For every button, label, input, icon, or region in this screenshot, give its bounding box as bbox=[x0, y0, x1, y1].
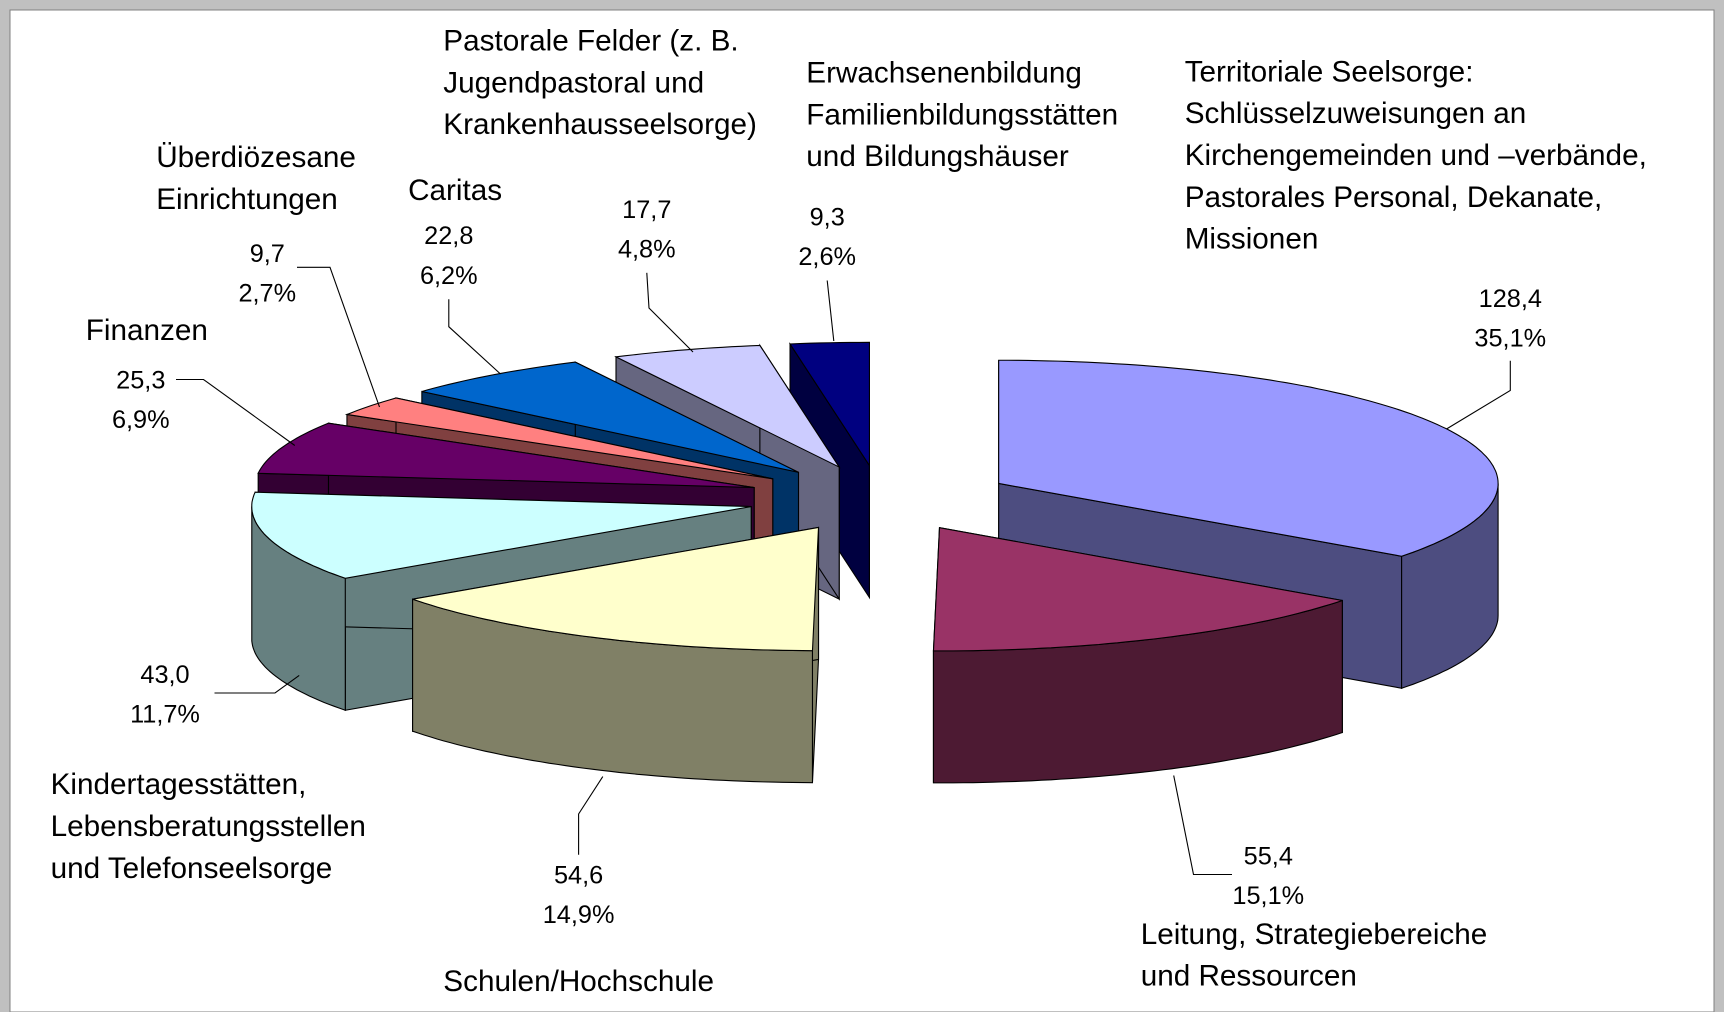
value-label: 25,3 bbox=[116, 366, 165, 394]
category-label: Überdiözesane Einrichtungen bbox=[156, 141, 356, 216]
slice-top bbox=[257, 422, 755, 489]
category-label: Territoriale Seelsorge: Schlüsselzuweisun… bbox=[1185, 55, 1647, 255]
slice-top bbox=[998, 359, 1499, 557]
slice-top bbox=[251, 491, 752, 579]
slice-top bbox=[789, 341, 870, 468]
label-line: Missionen bbox=[1185, 223, 1319, 256]
category-label: Pastorale Felder (z. B. Jugendpastoral un… bbox=[443, 25, 757, 142]
label-line: und Telefonseelsorge bbox=[51, 852, 333, 885]
percent-label: 35,1% bbox=[1474, 325, 1546, 353]
slice-top bbox=[344, 397, 773, 480]
leader-line bbox=[826, 280, 835, 342]
leader-line bbox=[176, 378, 296, 446]
label-line: Territoriale Seelsorge: bbox=[1185, 55, 1474, 88]
label-line: Krankenhausseelsorge) bbox=[443, 108, 757, 141]
percent-label: 6,2% bbox=[420, 262, 478, 290]
value-label: 54,6 bbox=[554, 861, 603, 889]
category-label: Schulen/Hochschule bbox=[443, 965, 714, 998]
slice bbox=[932, 527, 1343, 784]
slice bbox=[412, 526, 820, 784]
value-label: 22,8 bbox=[424, 222, 473, 250]
label-line: Kirchengemeinden und –verbände, bbox=[1185, 139, 1647, 172]
leader-line bbox=[448, 299, 501, 375]
label-line: Leitung, Strategiebereiche bbox=[1141, 918, 1488, 951]
leader-line bbox=[1446, 360, 1511, 430]
pie-group: Territoriale Seelsorge: Schlüsselzuweisun… bbox=[51, 25, 1647, 999]
label-line: und Ressourcen bbox=[1141, 960, 1357, 993]
category-label: Kindertagesstätten, Lebensberatungsstelle… bbox=[51, 768, 366, 885]
value-label: 43,0 bbox=[140, 661, 189, 689]
percent-label: 6,9% bbox=[112, 406, 170, 434]
percent-label: 15,1% bbox=[1232, 882, 1304, 910]
leader-line bbox=[646, 272, 694, 353]
label-line: Lebensberatungsstellen bbox=[51, 810, 366, 843]
category-label: Finanzen bbox=[86, 314, 208, 347]
label-line: Pastorale Felder (z. B. bbox=[443, 25, 738, 58]
percent-label: 2,7% bbox=[238, 279, 296, 307]
percent-label: 11,7% bbox=[130, 701, 200, 729]
label-line: Schlüsselzuweisungen an bbox=[1185, 97, 1527, 130]
label-line: Erwachsenenbildung bbox=[806, 57, 1082, 90]
leader-line bbox=[297, 266, 381, 408]
percent-label: 4,8% bbox=[618, 235, 676, 263]
percent-label: 14,9% bbox=[543, 901, 615, 929]
value-label: 128,4 bbox=[1479, 285, 1542, 313]
slice-top bbox=[412, 526, 820, 652]
label-line: und Bildungshäuser bbox=[806, 140, 1069, 173]
slice-top bbox=[614, 344, 841, 469]
category-label: Caritas bbox=[408, 174, 502, 207]
category-label: Leitung, Strategiebereiche und Ressourcen bbox=[1141, 918, 1488, 993]
leader-line bbox=[1173, 775, 1233, 876]
label-line: Familienbildungsstätten bbox=[806, 98, 1118, 131]
label-line: Pastorales Personal, Dekanate, bbox=[1185, 181, 1603, 214]
category-label: Erwachsenenbildung Familienbildungsstätte… bbox=[806, 57, 1118, 174]
label-line: Jugendpastoral und bbox=[443, 66, 704, 99]
value-label: 55,4 bbox=[1244, 843, 1293, 871]
value-label: 17,7 bbox=[622, 196, 671, 224]
slice-top bbox=[421, 361, 799, 473]
value-label: 9,7 bbox=[250, 240, 285, 268]
percent-label: 2,6% bbox=[798, 243, 856, 271]
slice-top bbox=[932, 527, 1343, 652]
label-line: Überdiözesane bbox=[156, 141, 356, 174]
value-label: 9,3 bbox=[810, 204, 845, 232]
leader-line bbox=[578, 776, 604, 855]
label-line: Einrichtungen bbox=[156, 183, 338, 216]
leader-line bbox=[214, 674, 300, 694]
label-line: Kindertagesstätten, bbox=[51, 768, 307, 801]
